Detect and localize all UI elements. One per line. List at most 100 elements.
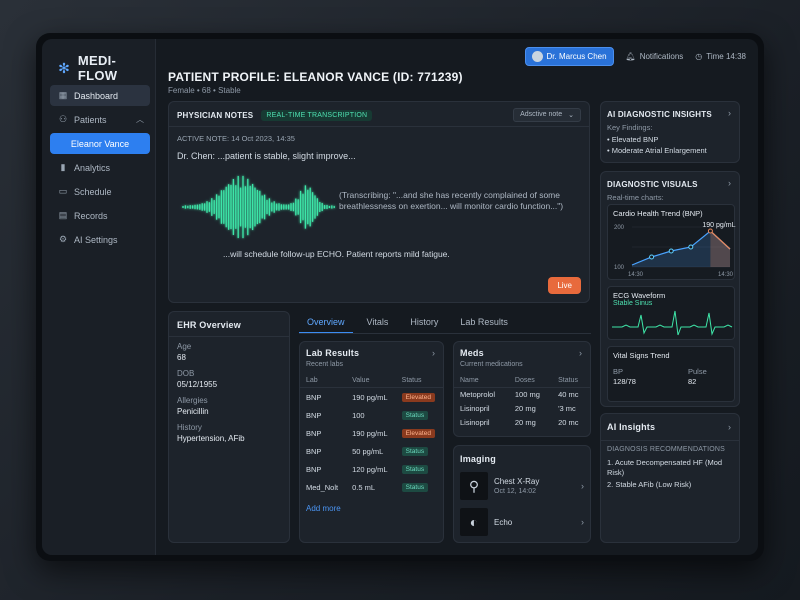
med-dose: 20 mg xyxy=(514,418,536,427)
chevron-right-icon[interactable]: › xyxy=(432,348,435,358)
sidebar-item-analytics[interactable]: ▮ Analytics xyxy=(50,157,150,178)
status-badge: Status xyxy=(401,411,429,420)
x-tick-label: 14:30 xyxy=(718,272,734,278)
active-note-label: ACTIVE NOTE: 14 Oct 2023, 14:35 xyxy=(177,134,295,143)
lab-status: Status xyxy=(396,460,443,478)
chevron-right-icon: › xyxy=(581,481,584,491)
lab-status: Status xyxy=(396,478,443,496)
status-badge: Elevated xyxy=(401,429,435,438)
doctor-profile-button[interactable]: Dr. Marcus Chen xyxy=(524,47,614,66)
brand[interactable]: ✻ MEDI-FLOW xyxy=(56,53,155,83)
vital-signs-card[interactable]: Vital Signs Trend BP 128/78 Pulse 82 xyxy=(607,346,735,402)
data-point xyxy=(668,248,674,254)
bp-label: BP xyxy=(613,367,624,376)
imaging-item-echo[interactable]: ◐ Echo › xyxy=(460,508,586,536)
avatar xyxy=(531,51,543,62)
imaging-title: Imaging xyxy=(460,454,496,464)
sidebar-nav: ▦ Dashboard ⚇ Patients ︿ Eleanor Vance ▮… xyxy=(50,85,150,253)
lab-name: BNP xyxy=(306,446,322,456)
table-row[interactable]: BNP 190 pg/mL Elevated xyxy=(300,424,443,442)
time-label: Time 14:38 xyxy=(706,52,746,61)
ecg-card[interactable]: ECG Waveform Stable Sinus xyxy=(607,286,735,340)
lab-value: 100 xyxy=(352,410,365,420)
notifications-button[interactable]: 🔔︎ Notifications xyxy=(626,52,684,61)
grid-icon: ▦ xyxy=(58,90,68,100)
echo-thumbnail-icon: ◐ xyxy=(460,508,488,536)
page-subtitle: Female • 68 • Stable xyxy=(168,86,241,95)
ecg-title: ECG Waveform xyxy=(613,291,666,300)
ai-diagnostic-insights-panel: AI DIAGNOSTIC INSIGHTS › Key Findings: •… xyxy=(600,101,740,163)
chevron-right-icon[interactable]: › xyxy=(579,348,582,358)
recommendations-list: 1. Acute Decompensated HF (Mod Risk) 2. … xyxy=(607,458,739,490)
divider xyxy=(169,336,289,337)
sidebar-item-eleanor-vance[interactable]: Eleanor Vance xyxy=(50,133,150,154)
tab-vitals[interactable]: Vitals xyxy=(366,317,389,327)
field-label: Age xyxy=(177,342,192,351)
imaging-name: Echo xyxy=(494,517,513,527)
ecg-status: Stable Sinus xyxy=(613,300,653,307)
note-select[interactable]: Adsctive note ⌄ xyxy=(513,108,581,122)
note-line-2: ...will schedule follow-up ECHO. Patient… xyxy=(223,249,450,259)
bnp-trend-card[interactable]: Cardio Health Trend (BNP) 200 100 14:30 14:… xyxy=(607,204,736,280)
med-status: 20 mc xyxy=(558,418,579,427)
add-more-link[interactable]: Add more xyxy=(306,504,341,513)
table-row[interactable]: Lisinopril 20 mg 20 mc xyxy=(454,416,590,430)
chevron-right-icon[interactable]: › xyxy=(728,422,731,432)
lab-status: Elevated xyxy=(396,424,443,442)
bar-chart-icon: ▮ xyxy=(60,162,66,172)
table-row[interactable]: Med_Nolt 0.5 mL Status xyxy=(300,478,443,496)
chart-highlight-area xyxy=(710,231,730,267)
y-tick-label: 100 xyxy=(614,265,625,271)
table-row[interactable]: BNP 50 pg/mL Status xyxy=(300,442,443,460)
chest-xray-thumbnail-icon: ⚲ xyxy=(460,472,488,500)
ehr-field-age: Age 68 xyxy=(177,342,191,362)
med-name: Metoprolol xyxy=(460,390,496,400)
page-title: PATIENT PROFILE: ELEANOR VANCE (ID: 7712… xyxy=(168,70,463,84)
chevron-right-icon[interactable]: › xyxy=(728,108,731,118)
table-row[interactable]: Metoprolol 100 mg 40 mc xyxy=(454,388,590,402)
column-header: Lab xyxy=(300,374,347,388)
vs-title: Vital Signs Trend xyxy=(613,351,670,360)
live-button[interactable]: Live xyxy=(548,277,581,294)
lab-value: 0.5 mL xyxy=(352,482,376,492)
sidebar-item-schedule[interactable]: ▭ Schedule xyxy=(50,181,150,202)
lab-value: 190 pg/mL xyxy=(352,392,388,402)
lab-value: 50 pg/mL xyxy=(352,446,384,456)
table-row[interactable]: BNP 190 pg/mL Elevated xyxy=(300,388,443,407)
file-icon: ▤ xyxy=(58,210,68,220)
transcribing-text: (Transcribing: "...and she has recently … xyxy=(339,190,564,211)
meds-subtitle: Current medications xyxy=(460,361,523,368)
imaging-panel: Imaging ⚲ Chest X-Ray Oct 12, 14:02 › ◐ E… xyxy=(453,445,591,543)
tab-lab-results[interactable]: Lab Results xyxy=(460,317,508,327)
ehr-field-allergies: Allergies Penicillin xyxy=(177,396,209,416)
table-row[interactable]: BNP 120 pg/mL Status xyxy=(300,460,443,478)
lab-table: Lab Value Status BNP 190 pg/mL Elevated BN… xyxy=(300,374,443,496)
ehr-overview-panel: EHR Overview Age 68 DOB 05/12/1955 Aller… xyxy=(168,311,290,543)
imaging-date: Oct 12, 14:02 xyxy=(494,488,537,495)
table-row[interactable]: Lisinopril 20 mg '3 mc xyxy=(454,402,590,416)
diagnosis-label: DIAGNOSIS RECOMMENDATIONS xyxy=(607,446,726,453)
column-header: Status xyxy=(552,374,590,388)
column-header: Doses xyxy=(508,374,553,388)
sidebar-item-patients[interactable]: ⚇ Patients ︿ xyxy=(50,109,150,130)
sidebar-item-records[interactable]: ▤ Records xyxy=(50,205,150,226)
sidebar-item-ai-settings[interactable]: ⚙ AI Settings xyxy=(50,229,150,250)
status-badge: Status xyxy=(401,447,429,456)
chevron-right-icon[interactable]: › xyxy=(728,178,731,188)
field-label: History xyxy=(177,423,202,432)
status-badge: Elevated xyxy=(401,393,435,402)
lab-subtitle: Recent labs xyxy=(306,361,343,368)
list-item: • Elevated BNP xyxy=(607,135,659,144)
bell-icon: 🔔︎ xyxy=(625,52,636,61)
tab-history[interactable]: History xyxy=(410,317,439,327)
audio-waveform xyxy=(182,175,335,239)
tab-overview[interactable]: Overview xyxy=(299,315,353,334)
lab-name: BNP xyxy=(306,464,322,474)
time-display: ◷ Time 14:38 xyxy=(695,52,746,61)
meds-table: Name Doses Status Metoprolol 100 mg 40 mc … xyxy=(454,374,590,430)
sidebar-item-dashboard[interactable]: ▦ Dashboard xyxy=(50,85,150,106)
lab-status: Status xyxy=(396,442,443,460)
table-row[interactable]: BNP 100 Status xyxy=(300,406,443,424)
imaging-item-chest-xray[interactable]: ⚲ Chest X-Ray Oct 12, 14:02 › xyxy=(460,472,586,500)
